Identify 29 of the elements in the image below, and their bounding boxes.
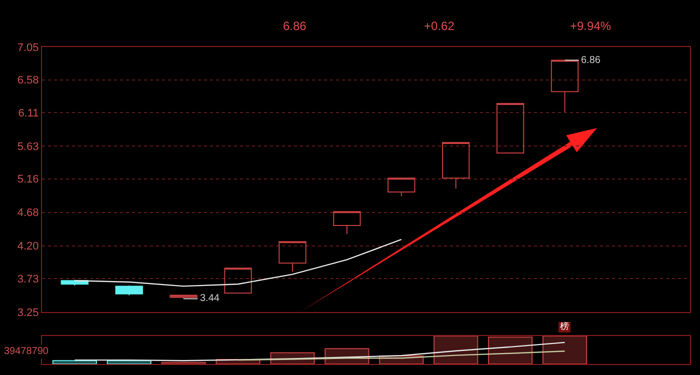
candlestick (442, 142, 470, 190)
y-tick-label: 3.25 (17, 306, 39, 319)
candlestick (278, 241, 306, 272)
bar (488, 336, 533, 364)
candlestick (550, 60, 579, 112)
candlestick (115, 285, 143, 296)
y-tick-label: 4.20 (17, 240, 39, 253)
y-tick-label: 6.11 (18, 107, 39, 120)
bar (52, 360, 97, 364)
candlestick (224, 268, 252, 294)
candlestick (388, 178, 416, 197)
annotation: 3.44 (200, 293, 220, 304)
candlestick (333, 211, 361, 234)
text: 6.86 (283, 19, 307, 33)
candlestick (496, 102, 524, 154)
bar (542, 336, 588, 364)
y-tick-label: 7.05 (17, 42, 39, 54)
y-tick-label: 5.16 (17, 174, 39, 186)
text: +9.94% (570, 19, 612, 33)
y-tick-label: 3.73 (17, 273, 39, 286)
y-tick-label: 5.63 (17, 140, 39, 153)
annotation: 39478790 (4, 346, 49, 357)
y-tick-label: 6.58 (17, 74, 39, 87)
line-series (74, 238, 402, 287)
annotation: 6.86 (581, 55, 601, 66)
text: +0.62 (424, 19, 455, 33)
y-tick-label: 4.68 (17, 207, 39, 220)
bar (434, 336, 478, 364)
candlestick (170, 294, 198, 300)
